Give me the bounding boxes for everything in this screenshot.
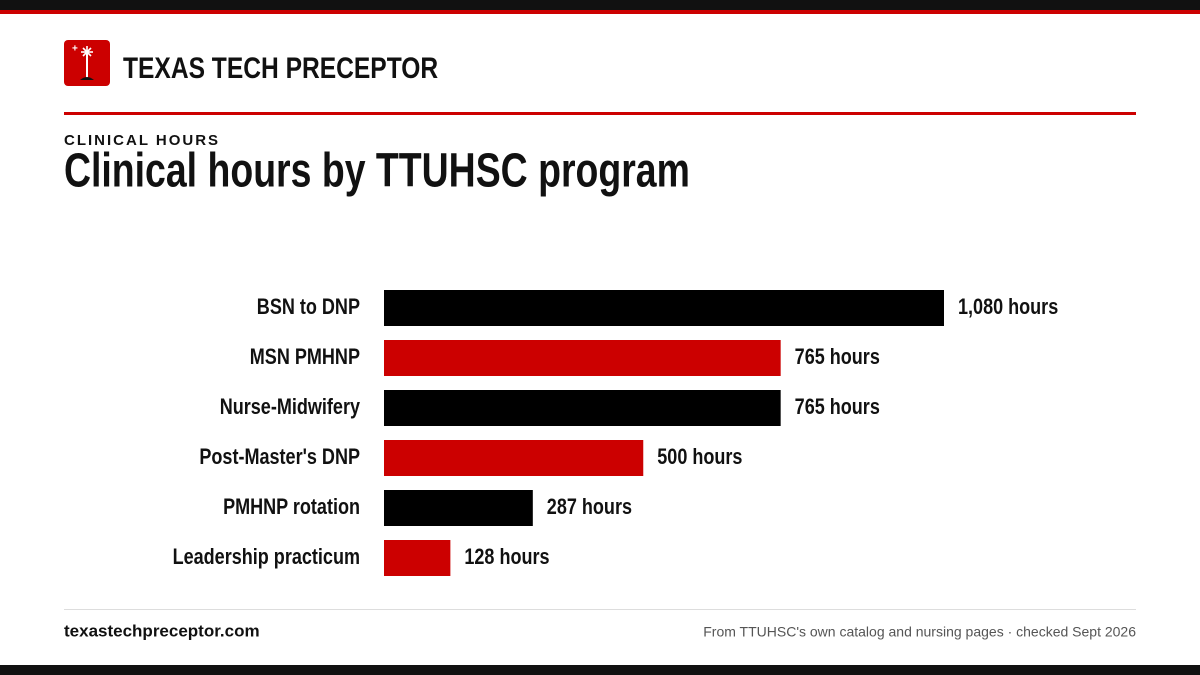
top-stripe	[0, 10, 1200, 14]
source-note: From TTUHSC's own catalog and nursing pa…	[703, 624, 1136, 640]
chart-title: Clinical hours by TTUHSC program	[64, 144, 690, 198]
plot: BSN to DNP 1,080 hours MSN PMHNP 765 hours N…	[173, 290, 1058, 576]
bar	[384, 490, 533, 526]
value-label: 765 hours	[795, 395, 880, 419]
bar	[384, 340, 781, 376]
value-label: 1,080 hours	[958, 295, 1058, 319]
top-band	[0, 0, 1200, 10]
category-label: PMHNP rotation	[223, 495, 360, 519]
value-label: 128 hours	[464, 545, 549, 569]
value-label: 287 hours	[547, 495, 632, 519]
category-label: Nurse-Midwifery	[220, 395, 361, 419]
bar	[384, 290, 944, 326]
category-label: MSN PMHNP	[250, 345, 360, 369]
bottom-band	[0, 665, 1200, 675]
kicker: CLINICAL HOURS	[64, 132, 220, 149]
value-label: 765 hours	[795, 345, 880, 369]
category-label: Leadership practicum	[173, 545, 360, 569]
bar	[384, 540, 451, 576]
footer-rule	[64, 609, 1136, 610]
site: texastechpreceptor.com	[64, 621, 260, 640]
bar	[384, 440, 644, 476]
svg-text:+: +	[72, 44, 78, 55]
category-label: Post-Master's DNP	[199, 445, 360, 469]
value-label: 500 hours	[657, 445, 742, 469]
logo: +	[64, 40, 110, 86]
header-rule	[64, 112, 1136, 115]
category-label: BSN to DNP	[257, 295, 360, 319]
bar	[384, 390, 781, 426]
brand: TEXAS TECH PRECEPTOR	[123, 51, 438, 85]
